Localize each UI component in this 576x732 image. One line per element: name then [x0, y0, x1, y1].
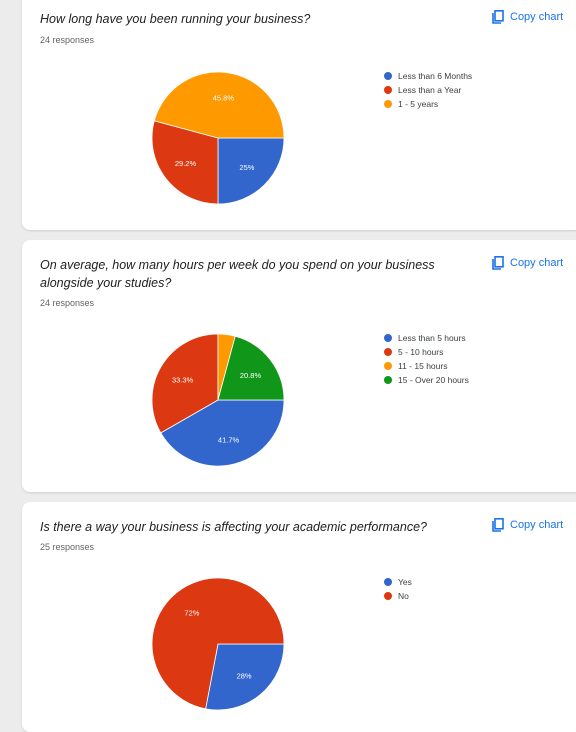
legend-item[interactable]: 5 - 10 hours: [384, 345, 469, 359]
pie-slice[interactable]: [151, 120, 219, 205]
copy-icon: [492, 10, 504, 24]
copy-chart-button[interactable]: Copy chart: [492, 256, 563, 270]
pie-chart-3: 28% 72%: [151, 577, 285, 711]
legend-item[interactable]: 11 - 15 hours: [384, 359, 469, 373]
legend-swatch: [384, 348, 392, 356]
pie-slice[interactable]: [153, 71, 285, 139]
slice-label: 29.2%: [175, 159, 197, 168]
question-card-2: On average, how many hours per week do y…: [22, 240, 576, 492]
legend-swatch: [384, 362, 392, 370]
legend-item[interactable]: Less than 6 Months: [384, 69, 472, 83]
pie-slice[interactable]: [160, 399, 285, 467]
legend-swatch: [384, 334, 392, 342]
pie-slice[interactable]: [151, 333, 219, 434]
legend-label: Less than 6 Months: [398, 71, 473, 81]
legend-item[interactable]: Less than 5 hours: [384, 331, 469, 345]
legend-item[interactable]: Yes: [384, 575, 412, 589]
question-title: How long have you been running your busi…: [40, 12, 311, 26]
legend-label: Less than a Year: [398, 85, 462, 95]
response-count: 24 responses: [40, 298, 95, 308]
legend-item[interactable]: No: [384, 589, 412, 603]
copy-chart-button[interactable]: Copy chart: [492, 10, 563, 24]
legend-swatch: [384, 578, 392, 586]
pie-slice[interactable]: [217, 335, 285, 401]
legend-label: Yes: [398, 577, 412, 587]
legend-item[interactable]: 15 - Over 20 hours: [384, 373, 469, 387]
pie-slice[interactable]: [205, 643, 285, 711]
pie-slice[interactable]: [217, 137, 285, 205]
copy-icon: [492, 256, 504, 270]
copy-icon: [492, 518, 504, 532]
response-count: 25 responses: [40, 542, 95, 552]
legend-swatch: [384, 72, 392, 80]
slice-label: 25%: [239, 163, 254, 172]
legend-3: Yes No: [384, 575, 412, 603]
legend-label: 5 - 10 hours: [398, 347, 444, 357]
legend-swatch: [384, 592, 392, 600]
slice-label: 72%: [184, 608, 199, 617]
legend-1: Less than 6 Months Less than a Year 1 - 5 …: [384, 69, 472, 111]
copy-chart-button[interactable]: Copy chart: [492, 518, 563, 532]
legend-item[interactable]: 1 - 5 years: [384, 97, 472, 111]
question-title: Is there a way your business is affectin…: [40, 520, 427, 534]
legend-swatch: [384, 100, 392, 108]
slice-label: 45.8%: [213, 93, 235, 102]
legend-2: Less than 5 hours 5 - 10 hours 11 - 15 hou…: [384, 331, 469, 387]
legend-swatch: [384, 86, 392, 94]
legend-label: 11 - 15 hours: [398, 361, 448, 371]
question-card-1: How long have you been running your busi…: [22, 0, 576, 230]
pie-chart-2: 41.7% 33.3% 20.8%: [151, 333, 285, 467]
copy-chart-label: Copy chart: [510, 519, 564, 531]
slice-label: 20.8%: [240, 371, 262, 380]
legend-label: No: [398, 591, 409, 601]
legend-item[interactable]: Less than a Year: [384, 83, 472, 97]
response-count: 24 responses: [40, 35, 95, 45]
pie-chart-1: 25% 29.2% 45.8%: [151, 71, 285, 205]
question-card-3: Is there a way your business is affectin…: [22, 502, 576, 732]
legend-label: Less than 5 hours: [398, 333, 466, 343]
slice-label: 28%: [237, 672, 252, 681]
question-title: On average, how many hours per week do y…: [40, 258, 435, 290]
copy-chart-label: Copy chart: [510, 11, 564, 23]
slice-label: 33.3%: [172, 376, 194, 385]
legend-label: 15 - Over 20 hours: [398, 375, 469, 385]
legend-swatch: [384, 376, 392, 384]
pie-slice[interactable]: [151, 577, 285, 710]
legend-label: 1 - 5 years: [398, 99, 439, 109]
copy-chart-label: Copy chart: [510, 257, 564, 269]
slice-label: 41.7%: [218, 436, 240, 445]
